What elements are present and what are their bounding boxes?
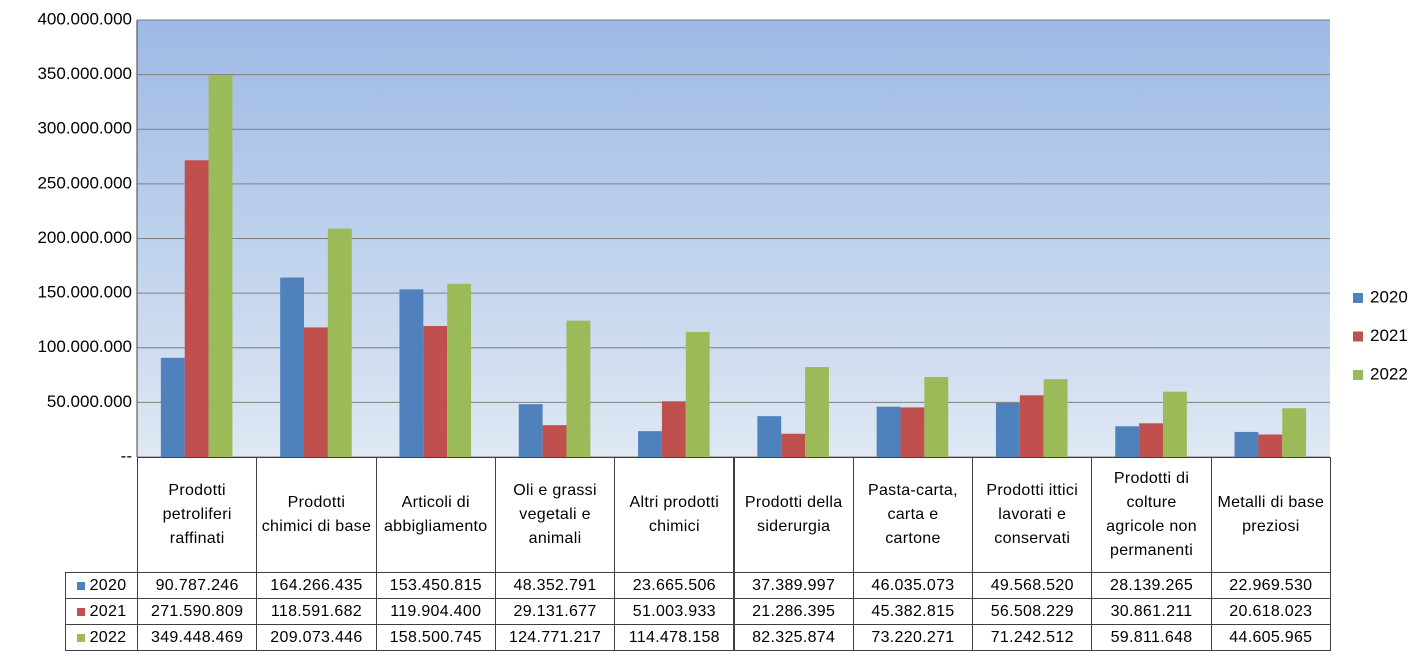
category-cell: Pasta-carta, carta e cartone: [852, 457, 974, 573]
category-cell: Oli e grassi vegetali e animali: [494, 457, 616, 573]
category-cell: Prodotti della siderurgia: [733, 457, 854, 573]
table-value: 71.242.512: [972, 624, 1093, 651]
series-header: 2020: [65, 572, 138, 599]
table-value: 45.382.815: [852, 598, 974, 625]
series-name: 2020: [89, 576, 127, 594]
table-value: 46.035.073: [852, 572, 974, 599]
legend-key: [1353, 293, 1363, 303]
bar: [1282, 408, 1307, 457]
category-cell: Altri prodotti chimici: [614, 457, 735, 573]
bar: [805, 367, 829, 457]
table-value: 28.139.265: [1091, 572, 1212, 599]
legend-key: [1353, 370, 1363, 380]
series-name: 2022: [89, 628, 127, 646]
bar: [327, 228, 352, 457]
legend-key: [76, 633, 85, 642]
category-cell: Prodotti chimici di base: [256, 457, 377, 573]
legend-key: [76, 607, 85, 616]
table-value: 21.286.395: [733, 598, 854, 625]
legend-label: 2021: [1370, 326, 1408, 345]
y-tick-label: 50.000.000: [47, 392, 132, 411]
bar: [924, 377, 949, 457]
table-value: 20.618.023: [1210, 598, 1331, 625]
table-value: 118.591.682: [256, 598, 377, 625]
bar: [757, 416, 782, 457]
category-cell: Prodotti ittici lavorati e conservati: [972, 457, 1093, 573]
bar: [995, 402, 1020, 457]
legend-key: [76, 581, 85, 590]
category-cell: Metalli di base preziosi: [1210, 457, 1331, 573]
category-cell: Articoli di abbigliamento: [375, 457, 496, 573]
table-value: 158.500.745: [375, 624, 496, 651]
bar: [638, 431, 662, 457]
series-header: 2022: [65, 624, 138, 651]
table-value: 124.771.217: [494, 624, 616, 651]
bar: [900, 407, 925, 457]
bar: [184, 160, 209, 457]
table-value: 59.811.648: [1091, 624, 1212, 651]
table-value: 48.352.791: [494, 572, 616, 599]
table-value: 271.590.809: [137, 598, 258, 625]
bar: [1162, 391, 1187, 457]
y-tick-label: 250.000.000: [37, 173, 132, 192]
table-value: 23.665.506: [614, 572, 735, 599]
bar: [1139, 423, 1163, 457]
bar: [685, 331, 710, 457]
category-cell: Prodotti di colture agricole non permane…: [1091, 457, 1212, 573]
bar: [781, 433, 806, 457]
table-value: 114.478.158: [614, 624, 735, 651]
bar: [208, 75, 233, 458]
table-value: 49.568.520: [972, 572, 1093, 599]
table-value: 22.969.530: [1210, 572, 1331, 599]
table-value: 209.073.446: [256, 624, 377, 651]
bar: [876, 406, 901, 457]
bar: [280, 277, 305, 457]
table-value: 90.787.246: [137, 572, 258, 599]
table-value: 56.508.229: [972, 598, 1093, 625]
table-value: 119.904.400: [375, 598, 496, 625]
table-value: 30.861.211: [1091, 598, 1212, 625]
y-tick-label: 300.000.000: [37, 119, 132, 138]
legend-key: [1353, 331, 1363, 342]
bar: [1234, 431, 1259, 457]
y-tick-label: 100.000.000: [37, 337, 132, 356]
table-value: 29.131.677: [494, 598, 616, 625]
y-tick-label: 350.000.000: [37, 64, 132, 83]
category-cell: Prodotti petroliferi raffinati: [137, 457, 258, 573]
bar: [399, 289, 424, 457]
bar: [542, 425, 567, 457]
table-value: 153.450.815: [375, 572, 496, 599]
table-value: 73.220.271: [852, 624, 974, 651]
bar: [661, 401, 686, 457]
y-tick-label: 200.000.000: [37, 228, 132, 247]
y-tick-label: 400.000.000: [37, 9, 132, 28]
bar: [566, 320, 591, 457]
bar: [518, 404, 543, 457]
y-tick-label: --: [121, 446, 132, 465]
table-value: 164.266.435: [256, 572, 377, 599]
legend-label: 2020: [1370, 287, 1408, 306]
legend-label: 2022: [1370, 364, 1408, 383]
table-value: 37.389.997: [733, 572, 854, 599]
bar: [304, 327, 328, 457]
table-value: 82.325.874: [733, 624, 854, 651]
bar: [423, 326, 448, 457]
bar: [160, 357, 185, 457]
y-tick-label: 150.000.000: [37, 283, 132, 302]
bar: [1115, 426, 1140, 457]
bar: [447, 283, 472, 457]
bar: [1019, 395, 1044, 457]
table-value: 44.605.965: [1210, 624, 1331, 651]
bar: [1258, 434, 1283, 457]
series-name: 2021: [89, 602, 127, 620]
series-header: 2021: [65, 598, 138, 625]
table-value: 349.448.469: [137, 624, 258, 651]
table-value: 51.003.933: [614, 598, 735, 625]
bar: [1043, 379, 1068, 457]
